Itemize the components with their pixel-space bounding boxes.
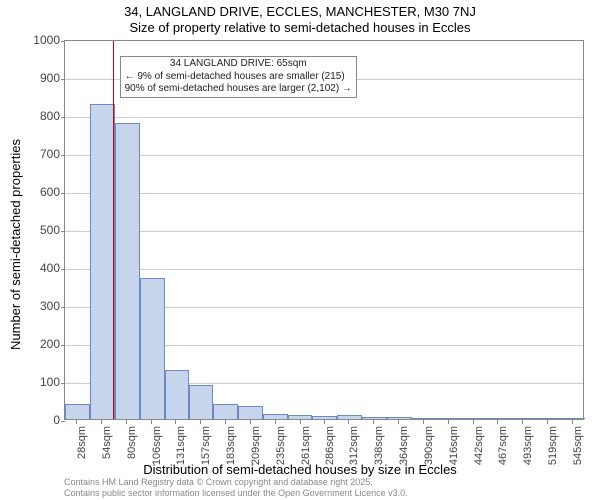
histogram-bar bbox=[263, 414, 288, 419]
histogram-bar bbox=[535, 418, 560, 419]
y-tick-label: 1000 bbox=[10, 33, 60, 47]
gridline bbox=[65, 155, 583, 156]
gridline bbox=[65, 117, 583, 118]
histogram-bar bbox=[510, 418, 535, 419]
y-tick-label: 800 bbox=[10, 109, 60, 123]
x-tick-label: 364sqm bbox=[398, 426, 410, 476]
y-tick-label: 0 bbox=[10, 413, 60, 427]
histogram-bar bbox=[213, 404, 238, 419]
y-axis-label: Number of semi-detached properties bbox=[8, 139, 23, 350]
histogram-bar bbox=[437, 418, 462, 419]
histogram-bar bbox=[238, 406, 263, 419]
x-tick-label: 312sqm bbox=[348, 426, 360, 476]
x-tick-label: 286sqm bbox=[324, 426, 336, 476]
x-tick-label: 183sqm bbox=[225, 426, 237, 476]
y-tick-label: 200 bbox=[10, 337, 60, 351]
histogram-bar bbox=[337, 415, 362, 419]
annotation-line: ← 9% of semi-detached houses are smaller… bbox=[125, 71, 352, 84]
annotation-line: 34 LANGLAND DRIVE: 65sqm bbox=[125, 58, 352, 71]
x-tick-label: 467sqm bbox=[497, 426, 509, 476]
annotation-box: 34 LANGLAND DRIVE: 65sqm← 9% of semi-det… bbox=[120, 56, 357, 98]
x-tick-label: 390sqm bbox=[423, 426, 435, 476]
x-tick-label: 338sqm bbox=[373, 426, 385, 476]
gridline bbox=[65, 231, 583, 232]
histogram-bar bbox=[412, 418, 437, 419]
histogram-bar bbox=[189, 385, 214, 419]
histogram-bar bbox=[362, 417, 387, 419]
footer-line1: Contains HM Land Registry data © Crown c… bbox=[64, 477, 408, 487]
y-tick-label: 500 bbox=[10, 223, 60, 237]
histogram-bar bbox=[461, 418, 485, 419]
x-tick-label: 131sqm bbox=[175, 426, 187, 476]
y-tick-label: 100 bbox=[10, 375, 60, 389]
x-tick-label: 235sqm bbox=[275, 426, 287, 476]
histogram-bar bbox=[387, 417, 412, 419]
histogram-bar bbox=[560, 418, 585, 419]
x-tick-label: 80sqm bbox=[126, 426, 138, 476]
y-tick-label: 300 bbox=[10, 299, 60, 313]
x-tick-label: 209sqm bbox=[250, 426, 262, 476]
footer-line2: Contains public sector information licen… bbox=[64, 488, 408, 498]
y-tick-label: 900 bbox=[10, 71, 60, 85]
annotation-line: 90% of semi-detached houses are larger (… bbox=[125, 83, 352, 96]
x-tick-label: 106sqm bbox=[151, 426, 163, 476]
gridline bbox=[65, 269, 583, 270]
x-tick-label: 261sqm bbox=[300, 426, 312, 476]
histogram-bar bbox=[65, 404, 90, 419]
plot-area: 34 LANGLAND DRIVE: 65sqm← 9% of semi-det… bbox=[64, 40, 584, 420]
x-tick-label: 493sqm bbox=[522, 426, 534, 476]
histogram-bar bbox=[485, 418, 510, 419]
gridline bbox=[65, 193, 583, 194]
y-tick-label: 400 bbox=[10, 261, 60, 275]
x-tick-label: 519sqm bbox=[547, 426, 559, 476]
x-tick-label: 54sqm bbox=[101, 426, 113, 476]
histogram-bar bbox=[90, 104, 115, 419]
histogram-bar bbox=[140, 278, 165, 419]
x-tick-label: 28sqm bbox=[76, 426, 88, 476]
histogram-bar bbox=[165, 370, 189, 419]
y-tick-label: 700 bbox=[10, 147, 60, 161]
attribution-footer: Contains HM Land Registry data © Crown c… bbox=[64, 477, 408, 498]
histogram-bar bbox=[312, 416, 337, 419]
histogram-bar bbox=[115, 123, 140, 419]
property-marker-line bbox=[113, 41, 115, 419]
x-tick-label: 416sqm bbox=[448, 426, 460, 476]
x-tick-label: 545sqm bbox=[572, 426, 584, 476]
histogram-bar bbox=[288, 415, 312, 419]
chart-title-line1: 34, LANGLAND DRIVE, ECCLES, MANCHESTER, … bbox=[0, 4, 600, 19]
x-tick-label: 442sqm bbox=[473, 426, 485, 476]
x-tick-label: 157sqm bbox=[200, 426, 212, 476]
y-tick-label: 600 bbox=[10, 185, 60, 199]
chart-title-line2: Size of property relative to semi-detach… bbox=[0, 20, 600, 35]
